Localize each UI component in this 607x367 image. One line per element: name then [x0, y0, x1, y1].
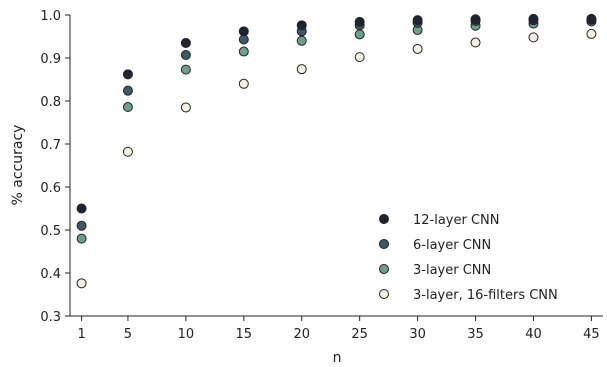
data-point — [470, 37, 481, 48]
legend-entry-label: 12-layer CNN — [413, 213, 500, 228]
y-tick-label: 0.5 — [40, 224, 61, 239]
data-point — [528, 32, 539, 43]
data-point — [76, 278, 87, 289]
y-tick-label: 0.7 — [40, 138, 61, 153]
legend-entry-label: 3-layer, 16-filters CNN — [413, 288, 558, 303]
y-tick-label: 0.9 — [40, 52, 61, 67]
y-tick-label: 1.0 — [40, 9, 61, 24]
x-tick-label: 5 — [124, 327, 132, 342]
x-tick-label: 30 — [409, 327, 426, 342]
data-point — [180, 102, 191, 113]
x-tick-label: 35 — [467, 327, 484, 342]
x-tick-label: 45 — [583, 327, 600, 342]
legend-marker — [379, 239, 389, 249]
data-point — [354, 29, 365, 40]
x-tick-label: 15 — [236, 327, 253, 342]
data-point — [528, 13, 539, 24]
legend-marker — [379, 264, 389, 274]
x-tick-label: 1 — [77, 327, 85, 342]
y-tick-label: 0.3 — [40, 310, 61, 325]
data-point — [122, 69, 133, 80]
data-point — [180, 64, 191, 75]
axes — [69, 15, 603, 317]
legend: 12-layer CNN 6-layer CNN 3-layer CNN 3-laye… — [379, 213, 558, 303]
x-tick-label: 20 — [293, 327, 310, 342]
data-point — [354, 16, 365, 27]
data-point — [296, 64, 307, 75]
data-point — [238, 34, 249, 45]
legend-entry-label: 6-layer CNN — [413, 238, 491, 253]
legend-marker — [379, 214, 389, 224]
data-markers — [76, 13, 597, 289]
data-point — [470, 14, 481, 25]
data-point — [412, 43, 423, 54]
data-point — [238, 26, 249, 37]
y-tick-label: 0.8 — [40, 95, 61, 110]
legend-marker — [379, 289, 389, 299]
data-point — [76, 233, 87, 244]
y-tick-label: 0.6 — [40, 181, 61, 196]
data-point — [180, 37, 191, 48]
y-axis-label: % accuracy — [10, 125, 26, 206]
x-tick-label: 10 — [178, 327, 195, 342]
x-tick-label: 25 — [351, 327, 368, 342]
x-tick-label: 40 — [525, 327, 542, 342]
data-point — [238, 46, 249, 57]
data-point — [586, 28, 597, 39]
x-axis-label: n — [333, 350, 342, 366]
data-point — [412, 15, 423, 26]
legend-entry-label: 3-layer CNN — [413, 263, 491, 278]
data-point — [238, 78, 249, 89]
data-point — [122, 146, 133, 157]
ticks: 1 5 10 15 20 25 30 35 40 450.30.40.50.60.70.80.91… — [40, 9, 599, 342]
data-point — [296, 35, 307, 46]
data-point — [76, 203, 87, 214]
data-point — [76, 220, 87, 231]
data-point — [354, 52, 365, 63]
data-point — [586, 13, 597, 24]
data-point — [296, 20, 307, 31]
data-point — [122, 102, 133, 113]
y-tick-label: 0.4 — [40, 267, 61, 282]
data-point — [122, 85, 133, 96]
data-point — [180, 49, 191, 60]
